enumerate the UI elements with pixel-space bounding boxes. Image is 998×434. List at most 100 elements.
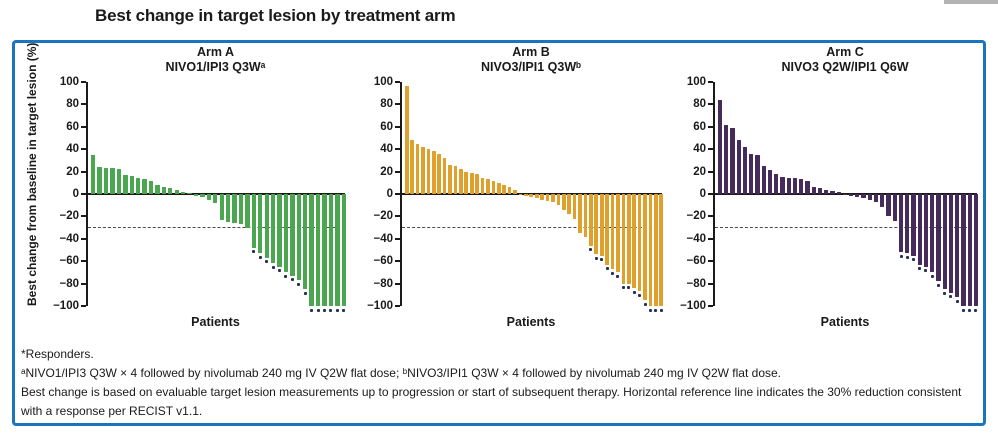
waterfall-bar — [724, 124, 729, 194]
waterfall-bar — [817, 188, 823, 194]
waterfall-bar — [148, 180, 154, 194]
waterfall-bar — [594, 194, 599, 255]
waterfall-bar — [551, 194, 555, 202]
waterfall-bar — [442, 158, 447, 194]
waterfall-bar — [496, 182, 501, 194]
waterfall-bar — [886, 194, 891, 217]
waterfall-bar — [799, 179, 804, 194]
waterfall-bar — [643, 194, 647, 301]
waterfall-bar — [219, 194, 224, 220]
waterfall-bar — [142, 179, 147, 194]
y-tick-label: 60 — [66, 120, 79, 133]
waterfall-bar — [811, 187, 816, 194]
y-tick-label: −100 — [53, 300, 79, 312]
y-tick-label: 100 — [373, 76, 393, 88]
y-tick-label: 60 — [380, 120, 393, 133]
responder-asterisk — [303, 291, 307, 295]
waterfall-bar — [315, 194, 321, 306]
responder-asterisk — [265, 260, 269, 264]
waterfall-bar — [264, 194, 269, 258]
y-tick-mark — [708, 81, 713, 83]
y-tick-label: −60 — [373, 255, 393, 268]
y-tick-label: 100 — [59, 76, 79, 88]
waterfall-bar — [290, 194, 295, 276]
responder-asterisk — [632, 290, 636, 294]
waterfall-bar — [755, 154, 760, 194]
y-tick-label: 40 — [66, 143, 79, 156]
y-tick-mark — [708, 282, 713, 285]
responder-asterisk — [271, 265, 275, 269]
responder-asterisk — [930, 274, 934, 278]
waterfall-bar — [792, 178, 798, 194]
waterfall-bar — [480, 178, 485, 194]
arm-c-header: Arm C NIVO3 Q2W/IPI1 Q6W — [713, 45, 977, 77]
responder-asterisk — [297, 282, 301, 286]
responder-asterisk — [912, 258, 915, 262]
waterfall-bar — [464, 171, 469, 194]
y-tick-mark — [395, 282, 400, 285]
waterfall-bar — [426, 149, 431, 194]
waterfall-bar — [616, 194, 620, 273]
y-tick-mark — [395, 215, 400, 218]
y-tick-mark — [395, 125, 400, 128]
y-tick-label: −80 — [373, 277, 393, 290]
waterfall-bar — [200, 194, 205, 198]
waterfall-bar — [967, 194, 972, 306]
responder-asterisk — [589, 248, 593, 252]
y-tick-label: 0 — [72, 188, 79, 200]
y-tick-label: −20 — [686, 210, 706, 223]
y-tick-mark — [708, 170, 713, 173]
waterfall-bar — [518, 194, 523, 196]
waterfall-bar — [277, 194, 282, 267]
waterfall-bar — [303, 194, 308, 290]
y-tick-label: 40 — [380, 143, 393, 156]
waterfall-bar — [174, 189, 179, 194]
responder-asterisk — [616, 274, 620, 278]
y-tick-mark — [395, 103, 400, 106]
waterfall-bar — [855, 194, 860, 198]
waterfall-bar — [116, 169, 122, 194]
waterfall-bar — [824, 189, 829, 194]
waterfall-bar — [168, 188, 173, 194]
y-tick-mark — [395, 260, 400, 263]
y-tick-mark — [81, 148, 86, 151]
y-tick-label: −100 — [680, 300, 706, 312]
y-tick-label: 100 — [686, 76, 706, 88]
arm-b-header: Arm B NIVO3/IPI1 Q3Wᵇ — [400, 45, 662, 77]
waterfall-bar — [232, 194, 237, 224]
responder-asterisk — [342, 308, 346, 312]
y-tick-mark — [395, 305, 400, 307]
waterfall-bar — [717, 99, 723, 194]
responder-asterisk — [600, 258, 604, 262]
waterfall-bar — [561, 194, 566, 210]
y-tick-mark — [81, 260, 86, 263]
arm-c-plot: 100 80 60 40 20 0 −20 −40 −60 −80 −100 — [680, 76, 978, 312]
waterfall-bar — [453, 166, 458, 194]
responder-asterisk — [329, 308, 333, 312]
waterfall-bar — [905, 194, 910, 254]
responder-asterisk — [659, 308, 663, 312]
responder-asterisk — [621, 286, 625, 290]
responder-asterisk — [594, 256, 598, 260]
responder-asterisk — [316, 308, 320, 312]
waterfall-bar — [448, 164, 452, 194]
arm-a-x-axis-label: Patients — [191, 315, 240, 329]
responder-asterisk — [955, 299, 959, 303]
y-tick-mark — [395, 81, 400, 83]
y-tick-label: 40 — [693, 143, 706, 156]
reference-line-30pct — [88, 226, 345, 228]
waterfall-bar — [923, 194, 929, 267]
waterfall-bar — [469, 172, 474, 194]
waterfall-bar — [805, 180, 810, 194]
y-tick-label: −20 — [373, 210, 393, 223]
y-tick-mark — [395, 237, 400, 240]
waterfall-bar — [322, 194, 327, 306]
waterfall-bar — [626, 194, 631, 284]
y-tick-mark — [81, 170, 86, 173]
responder-asterisk — [323, 308, 326, 312]
waterfall-bar — [502, 185, 507, 194]
reference-line-30pct — [402, 226, 662, 228]
responder-asterisk — [627, 286, 631, 290]
waterfall-bar — [296, 194, 301, 281]
waterfall-bar — [328, 194, 334, 306]
